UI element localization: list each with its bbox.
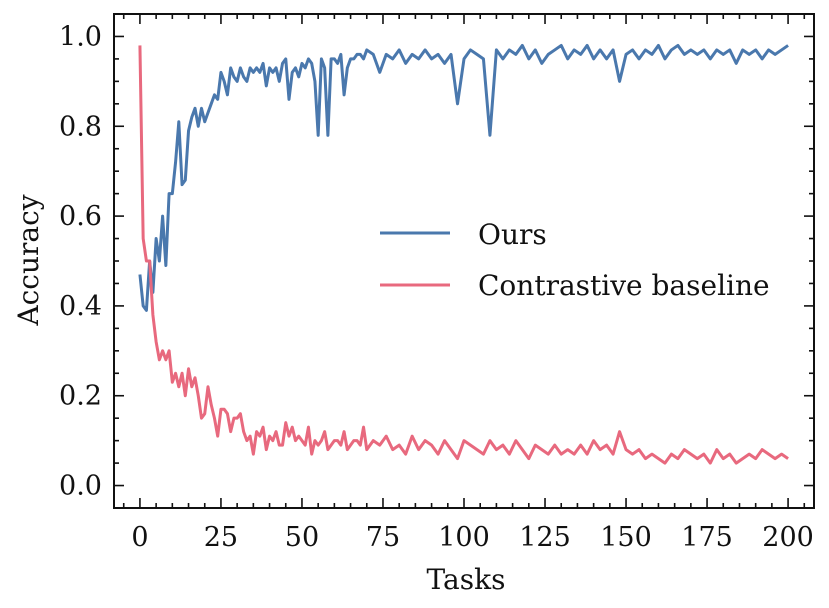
x-tick-label: 175 xyxy=(681,522,733,553)
y-tick-label: 0.4 xyxy=(59,291,102,322)
x-tick-label: 75 xyxy=(366,522,400,553)
labels-layer: 0 25 50 75 100 125 150 175 200 0.0 0.2 0.4 0.6 0.8 1.0 xyxy=(59,21,814,553)
y-tick-label: 0.6 xyxy=(59,201,102,232)
y-tick-label: 0.0 xyxy=(59,471,102,502)
y-axis-title: Accuracy xyxy=(12,194,45,326)
series-layer xyxy=(138,43,789,465)
x-tick-label: 150 xyxy=(600,522,652,553)
x-tick-label: 125 xyxy=(519,522,571,553)
y-tick-label: 1.0 xyxy=(59,21,102,52)
ticks-layer xyxy=(114,13,814,509)
series-line-ours xyxy=(138,43,789,312)
series-line-contrastive-baseline xyxy=(138,45,789,465)
legend: Ours Contrastive baseline xyxy=(380,218,770,302)
x-tick-label: 200 xyxy=(762,522,814,553)
x-tick-label: 100 xyxy=(438,522,490,553)
x-tick-label: 25 xyxy=(204,522,238,553)
legend-label-ours: Ours xyxy=(478,218,547,251)
y-tick-label: 0.8 xyxy=(59,111,102,142)
y-tick-label: 0.2 xyxy=(59,381,102,412)
x-axis-title: Tasks xyxy=(427,563,506,596)
legend-label-contrastive-baseline: Contrastive baseline xyxy=(478,269,770,302)
x-tick-label: 0 xyxy=(131,522,148,553)
x-tick-label: 50 xyxy=(285,522,319,553)
